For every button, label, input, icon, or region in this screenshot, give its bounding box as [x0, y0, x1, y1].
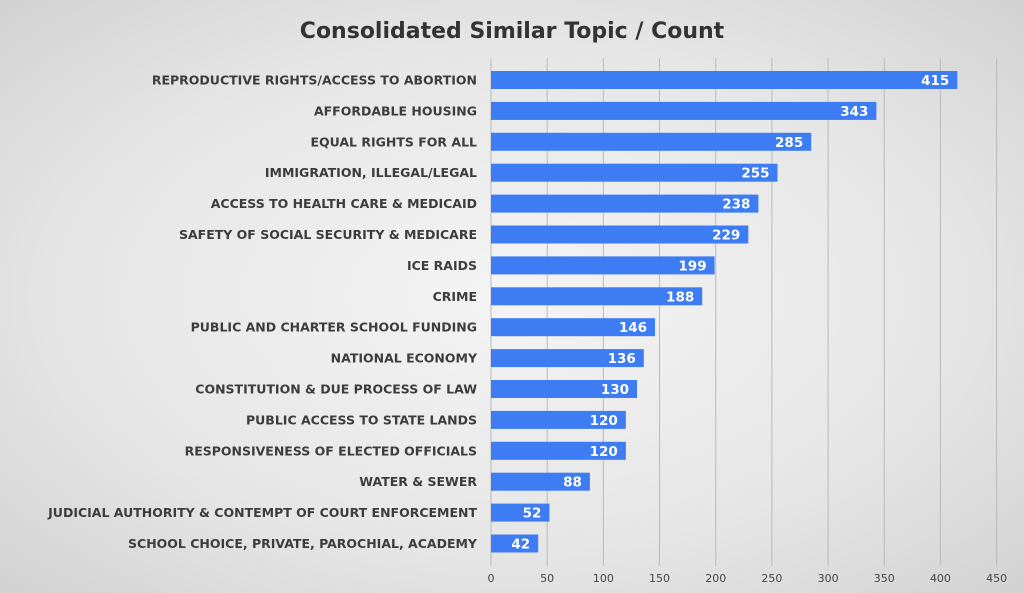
bar [491, 225, 749, 244]
x-tick-label: 350 [874, 572, 895, 585]
chart-title: Consolidated Similar Topic / Count [300, 19, 725, 44]
x-tick-label: 50 [540, 572, 554, 585]
bar [491, 472, 590, 491]
bar [491, 287, 703, 306]
value-label: 188 [666, 289, 694, 305]
value-label: 130 [601, 382, 629, 398]
value-label: 146 [619, 320, 647, 336]
category-label: CRIME [433, 289, 477, 304]
category-labels: REPRODUCTIVE RIGHTS/ACCESS TO ABORTION AF… [47, 73, 478, 552]
value-label: 238 [722, 197, 750, 213]
bar [491, 132, 812, 151]
bar [491, 163, 778, 182]
category-label: PUBLIC AND CHARTER SCHOOL FUNDING [191, 320, 477, 335]
bar [491, 256, 715, 275]
bar [491, 410, 626, 429]
bar [491, 534, 539, 553]
value-label: 42 [511, 537, 530, 553]
category-label: AFFORDABLE HOUSING [314, 103, 477, 118]
value-label: 415 [921, 73, 949, 89]
category-label: WATER & SEWER [359, 474, 477, 489]
category-label: ACCESS TO HEALTH CARE & MEDICAID [211, 196, 477, 211]
category-label: SAFETY OF SOCIAL SECURITY & MEDICARE [179, 227, 477, 242]
value-label: 255 [741, 166, 769, 182]
x-tick-label: 0 [488, 572, 495, 585]
value-labels: 415 343 285 255 238 229 199 188 146 136 130 120 120 8… [511, 73, 949, 553]
category-label: RESPONSIVENESS OF ELECTED OFFICIALS [185, 443, 477, 458]
value-label: 120 [590, 444, 618, 460]
category-label: SCHOOL CHOICE, PRIVATE, PAROCHIAL, ACADE… [128, 536, 478, 551]
category-label: NATIONAL ECONOMY [331, 351, 478, 366]
bar [491, 441, 626, 460]
x-tick-label: 200 [705, 572, 726, 585]
category-label: EQUAL RIGHTS FOR ALL [310, 134, 477, 149]
bar [491, 349, 644, 368]
value-label: 136 [608, 351, 636, 367]
bar [491, 71, 958, 89]
x-tick-label: 250 [761, 572, 782, 585]
x-axis-ticks: 0 50 100 150 200 250 300 350 400 450 [488, 572, 1008, 585]
x-tick-label: 150 [649, 572, 670, 585]
category-label: JUDICIAL AUTHORITY & CONTEMPT OF COURT E… [47, 505, 477, 520]
category-label: CONSTITUTION & DUE PROCESS OF LAW [195, 382, 477, 397]
value-label: 88 [563, 475, 582, 491]
category-label: REPRODUCTIVE RIGHTS/ACCESS TO ABORTION [152, 73, 477, 88]
x-tick-label: 450 [986, 572, 1007, 585]
bars [491, 71, 958, 553]
bar [491, 194, 759, 213]
bar [491, 380, 638, 398]
value-label: 229 [712, 228, 740, 244]
value-label: 52 [523, 506, 542, 522]
bar [491, 318, 656, 337]
value-label: 199 [678, 258, 706, 274]
value-label: 343 [840, 104, 868, 120]
category-label: PUBLIC ACCESS TO STATE LANDS [246, 412, 477, 427]
bar [491, 101, 877, 120]
x-tick-label: 100 [593, 572, 614, 585]
bar [491, 503, 550, 522]
x-tick-label: 300 [818, 572, 839, 585]
category-label: IMMIGRATION, ILLEGAL/LEGAL [265, 165, 477, 180]
value-label: 285 [775, 135, 803, 151]
category-label: ICE RAIDS [407, 258, 477, 273]
value-label: 120 [590, 413, 618, 429]
x-tick-label: 400 [930, 572, 951, 585]
